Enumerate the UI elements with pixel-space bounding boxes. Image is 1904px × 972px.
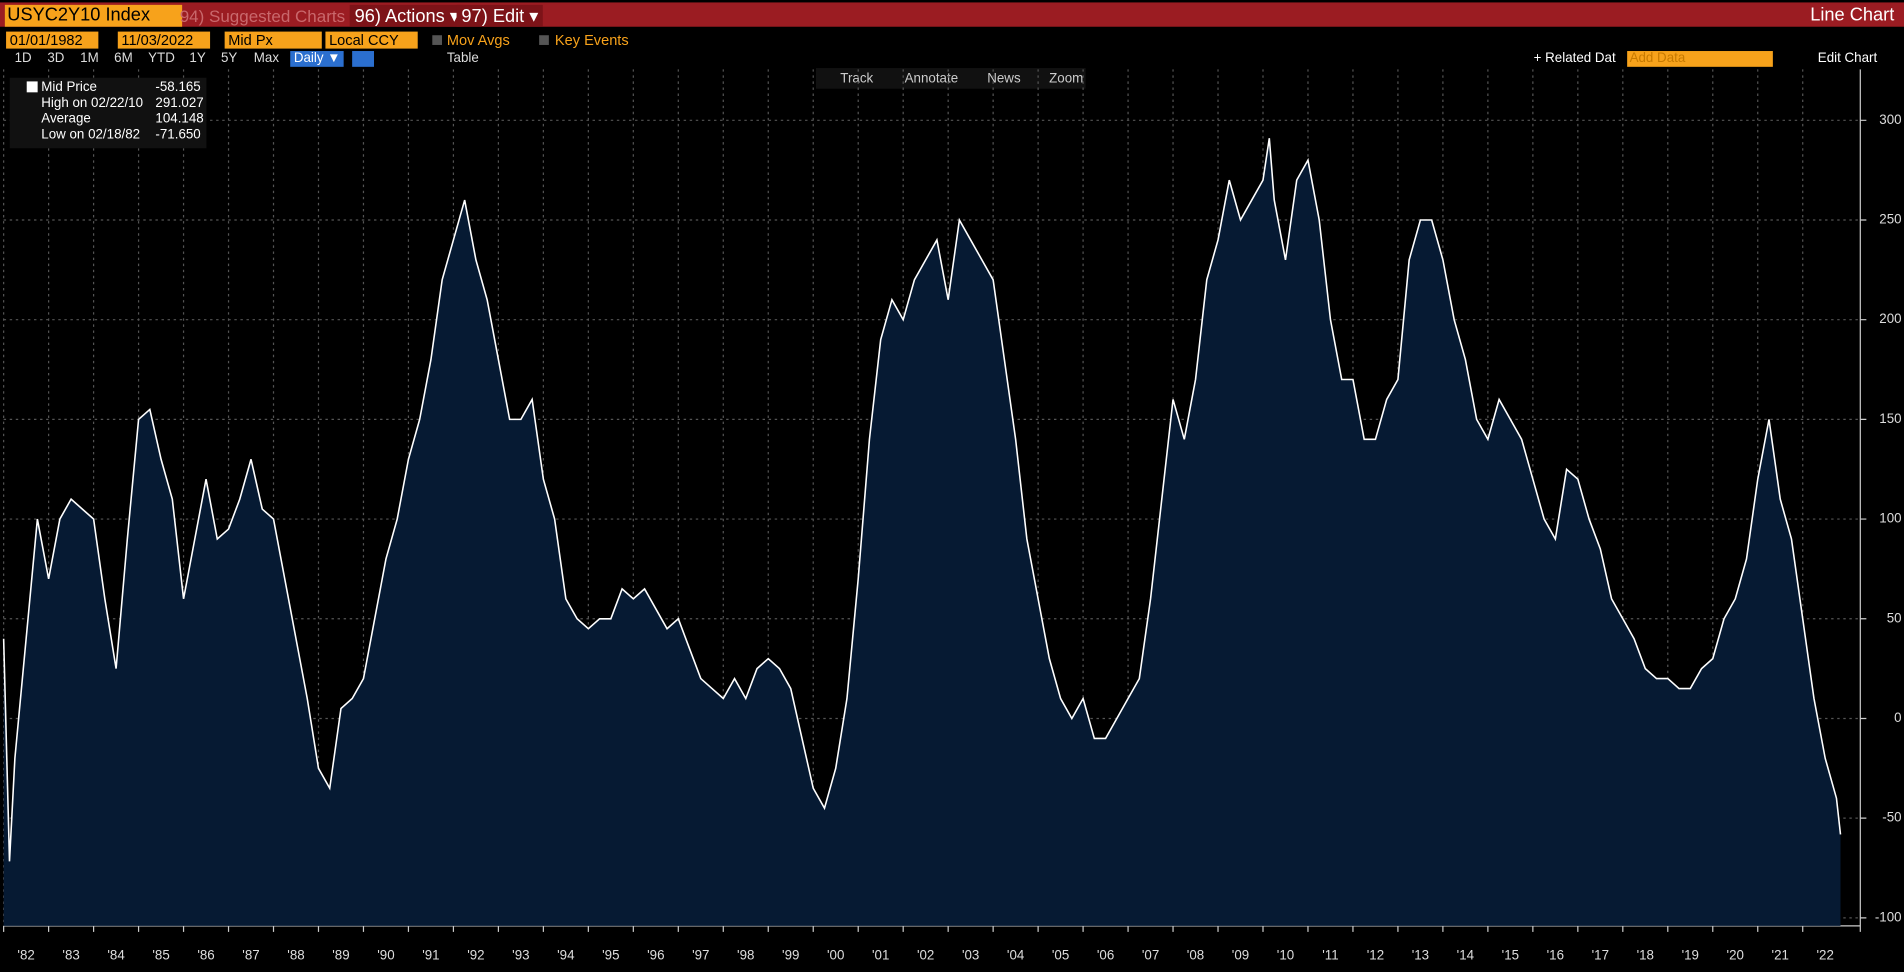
- view-name: Line Chart: [1810, 4, 1895, 26]
- x-tick-label: '09: [1232, 948, 1249, 963]
- field-select[interactable]: Mid Px: [224, 31, 322, 49]
- x-tick-label: '13: [1412, 948, 1429, 963]
- edit-menu[interactable]: 97) Edit ▾: [456, 4, 544, 27]
- x-tick-label: '07: [1142, 948, 1159, 963]
- period-1m[interactable]: 1M: [80, 51, 99, 66]
- x-tick-label: '22: [1817, 948, 1834, 963]
- x-tick-label: '03: [962, 948, 979, 963]
- title-bar: USYC2Y10 Index 94) Suggested Charts 96) …: [0, 2, 1904, 27]
- chart-toolbar: [816, 68, 1086, 89]
- x-tick-label: '86: [197, 948, 214, 963]
- x-tick-label: '17: [1592, 948, 1609, 963]
- x-tick-label: '83: [62, 948, 79, 963]
- x-tick-label: '14: [1457, 948, 1475, 963]
- chart-type-button[interactable]: [352, 51, 375, 67]
- period-1y[interactable]: 1Y: [189, 51, 206, 66]
- key-events[interactable]: Key Events: [554, 31, 629, 49]
- track-tool[interactable]: Track: [840, 71, 874, 87]
- period-6m[interactable]: 6M: [114, 51, 133, 66]
- y-tick-label: 250: [1879, 212, 1901, 227]
- x-tick-label: '11: [1322, 948, 1338, 963]
- y-tick-label: 0: [1894, 710, 1901, 725]
- legend-label: Average: [41, 111, 91, 127]
- x-tick-label: '20: [1727, 948, 1744, 963]
- y-tick-label: -50: [1882, 810, 1901, 825]
- legend: Mid Price -58.165 High on 02/22/10 291.0…: [9, 77, 207, 149]
- news-tool[interactable]: News: [987, 71, 1021, 87]
- table-button[interactable]: Table: [446, 51, 479, 66]
- mov-avgs[interactable]: Mov Avgs: [446, 31, 510, 49]
- x-tick-label: '04: [1007, 948, 1025, 963]
- x-tick-label: '00: [827, 948, 844, 963]
- x-tick-label: '98: [737, 948, 754, 963]
- legend-label: High on 02/22/10: [41, 95, 144, 111]
- suggested-charts[interactable]: 94) Suggested Charts: [179, 6, 346, 26]
- end-date[interactable]: 11/03/2022: [117, 31, 211, 49]
- legend-label: Low on 02/18/82: [41, 127, 141, 143]
- x-tick-label: '02: [917, 948, 934, 963]
- x-tick-label: '05: [1052, 948, 1069, 963]
- period-ytd[interactable]: YTD: [148, 51, 175, 66]
- x-tick-label: '01: [872, 948, 889, 963]
- x-tick-label: '88: [287, 948, 304, 963]
- x-tick-label: '90: [377, 948, 394, 963]
- actions-menu[interactable]: 96) Actions ▾: [349, 4, 464, 27]
- x-tick-label: '91: [422, 948, 439, 963]
- zoom-tool[interactable]: Zoom: [1049, 71, 1084, 87]
- period-5y[interactable]: 5Y: [221, 51, 238, 66]
- x-tick-label: '82: [17, 948, 34, 963]
- x-tick-label: '92: [467, 948, 484, 963]
- x-tick-label: '10: [1277, 948, 1294, 963]
- checkbox[interactable]: [539, 35, 549, 45]
- line: [2, 138, 1842, 862]
- x-tick-label: '18: [1637, 948, 1654, 963]
- frequency[interactable]: Daily ▼: [290, 51, 345, 67]
- chart: -100 -50 0 50 100 150 200 250 300 '82 '83 '84 '85 '86…: [2, 69, 1902, 963]
- y-tick-label: 100: [1879, 511, 1901, 526]
- currency-select[interactable]: Local CCY: [325, 31, 418, 49]
- x-tick-label: '97: [692, 948, 709, 963]
- annotate-tool[interactable]: Annotate: [904, 71, 959, 87]
- x-tick-label: '84: [107, 948, 125, 963]
- period-3d[interactable]: 3D: [47, 51, 65, 66]
- checkbox[interactable]: [432, 35, 443, 45]
- x-tick-label: '87: [242, 948, 259, 963]
- x-tick-label: '12: [1367, 948, 1384, 963]
- x-tick-label: '19: [1682, 948, 1699, 963]
- x-tick-label: '94: [557, 948, 575, 963]
- legend-value: 104.148: [155, 111, 204, 127]
- related-data[interactable]: + Related Dat: [1533, 51, 1616, 66]
- x-tick-label: '99: [782, 948, 799, 963]
- legend-label: Mid Price: [41, 80, 97, 95]
- y-tick-label: 300: [1879, 112, 1901, 127]
- y-tick-label: -100: [1875, 909, 1902, 924]
- x-tick-label: '21: [1772, 948, 1789, 963]
- y-tick-label: 150: [1879, 411, 1901, 426]
- x-tick-label: '96: [647, 948, 664, 963]
- legend-swatch: [26, 81, 38, 93]
- legend-value: 291.027: [155, 95, 204, 111]
- area: [3, 138, 1841, 926]
- edit-chart[interactable]: Edit Chart: [1817, 51, 1878, 66]
- period-max[interactable]: Max: [253, 51, 280, 66]
- x-tick-label: '06: [1097, 948, 1114, 963]
- ticker[interactable]: USYC2Y10 Index: [4, 4, 182, 27]
- x-tick-label: '15: [1502, 948, 1519, 963]
- start-date[interactable]: 01/01/1982: [6, 31, 99, 49]
- add-data[interactable]: Add Data: [1627, 51, 1773, 67]
- period-1d[interactable]: 1D: [14, 51, 32, 66]
- legend-value: -58.165: [155, 80, 201, 95]
- y-tick-label: 200: [1879, 311, 1901, 326]
- x-tick-label: '89: [332, 948, 349, 963]
- x-tick-label: '93: [512, 948, 529, 963]
- y-tick-label: 50: [1887, 610, 1902, 625]
- x-tick-label: '95: [602, 948, 619, 963]
- x-tick-label: '16: [1547, 948, 1564, 963]
- legend-value: -71.650: [155, 127, 201, 143]
- x-tick-label: '85: [152, 948, 169, 963]
- x-tick-label: '08: [1187, 948, 1204, 963]
